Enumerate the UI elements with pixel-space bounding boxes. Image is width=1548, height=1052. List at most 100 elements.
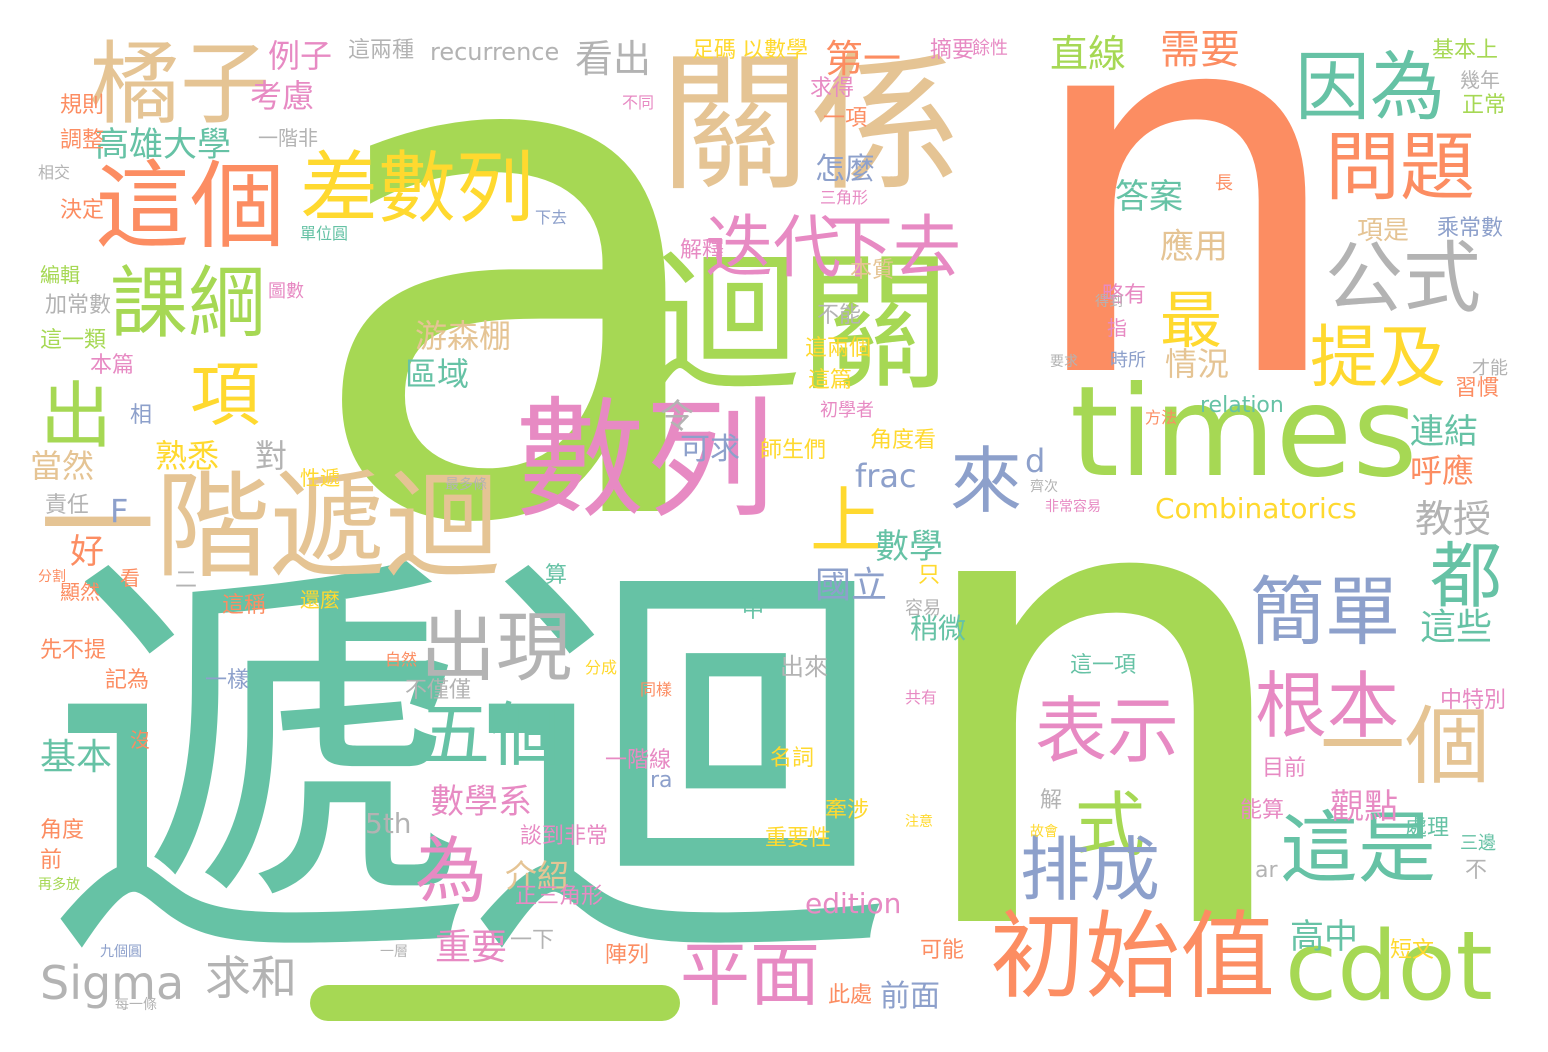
cloud-word: 中 [742,598,765,623]
cloud-word: 分割 [38,569,66,585]
cloud-word: 自然 [385,650,418,669]
cloud-word: 先不提 [40,638,107,663]
cloud-word: 注意 [905,814,933,830]
cloud-word: 熟悉 [155,437,220,475]
cloud-word: recurrence [430,38,560,66]
cloud-word: 正三角形 [515,884,604,909]
cloud-word: 短文 [1390,938,1435,963]
cloud-word: 調整 [60,128,105,153]
cloud-word: 得到 [1095,294,1123,310]
cloud-word: 排成 [1020,829,1160,911]
cloud-word: 出現 [420,603,572,692]
cloud-word: 式 [1075,784,1145,866]
cloud-word: 例子 [268,37,333,75]
cloud-word: 決定 [60,198,105,223]
cloud-word: 角度看 [870,428,937,453]
cloud-word: 正常 [1462,93,1507,118]
cloud-word: 顯然 [60,580,100,604]
cloud-word: 還麼 [300,588,340,612]
cloud-word: 同樣 [640,680,673,699]
cloud-word: 初始值 [990,902,1276,1012]
cloud-word: 當然 [30,447,95,485]
cloud-word: 可求 [680,432,740,467]
cloud-word: 要求 [1050,354,1078,370]
cloud-word: 二 [175,568,198,593]
cloud-word: 項 [190,354,260,436]
cloud-word: 教授 [1415,497,1492,541]
cloud-word: 指 [1107,316,1127,340]
cloud-word: 略有 [1102,283,1147,308]
cloud-word: 時所 [1110,350,1146,371]
cloud-word: edition [805,887,902,920]
cloud-word: 故會 [1030,824,1058,840]
cloud-word: 圖數 [268,281,304,302]
cloud-word: 對 [255,437,288,475]
cloud-word: 不僅僅 [405,678,472,703]
cloud-word: 九個圓 [100,944,142,960]
cloud-word: 公式 [1325,234,1482,324]
cloud-word: 摘要 [930,38,975,63]
cloud-word: 非常容易 [1045,499,1101,515]
cloud-word: 重要性 [765,826,832,851]
cloud-word: 共有 [905,688,938,707]
cloud-word: 一下 [510,928,555,953]
cloud-word: 前面 [880,979,940,1014]
cloud-word: 習慣 [1455,376,1500,401]
cloud-word: Combinatorics [1155,492,1357,525]
cloud-word: 最多條 [445,477,487,493]
cloud-word: 下去 [535,208,568,227]
cloud-word: 應用 [1160,227,1228,267]
cloud-word: 算 [545,563,568,588]
cloud-word: 區域 [405,355,470,393]
cloud-word: Sigma [40,956,185,1010]
cloud-word: d [1025,442,1046,480]
cloud-word: 為 [415,829,488,913]
cloud-word: 這一項 [1070,653,1137,678]
cloud-word: 加常數 [45,293,112,318]
cloud-word: 好 [70,532,104,572]
cloud-word: ra [650,768,673,793]
cloud-word: 迴關 [650,238,951,412]
cloud-word: 角度 [40,818,85,843]
cloud-word: 上 [810,479,883,563]
cloud-word: 關係 [660,38,961,212]
cloud-word: 簡單 [1250,568,1401,656]
cloud-word: 本質 [850,258,895,283]
cloud-word: 求得 [810,76,855,101]
cloud-word: 陣列 [605,943,650,968]
cloud-word: 這些 [1420,607,1493,648]
cloud-word: 數學系 [430,782,532,822]
cloud-word: 牽涉 [825,798,870,823]
cloud-word: 相交 [38,163,71,182]
cloud-word: 一樣 [205,668,250,693]
cloud-word: 最 [1160,284,1223,357]
cloud-word: 一階遞迴 [40,460,501,594]
cloud-word: 乘常數 [1437,216,1504,241]
cloud-word: 單位圓 [300,224,349,243]
cloud-word: 才能 [1472,358,1508,379]
cloud-word: 出 [40,374,113,458]
cloud-word: 根本 [1255,664,1400,748]
cloud-word: 本篇 [90,353,135,378]
cloud-word: 足碼 [692,38,737,63]
cloud-word: F [110,492,129,530]
cloud-word: n [900,327,1306,1052]
cloud-word: 第一 [825,37,902,81]
cloud-word: 分成 [585,658,618,677]
cloud-word: 課綱 [110,259,267,349]
cloud-word: 性遞 [300,466,340,490]
cloud-word: 餘性 [972,38,1008,59]
cloud-word: 這個 [95,152,286,262]
cloud-word: 游森棚 [415,317,512,355]
cloud-word: 一個 [1320,698,1491,797]
cloud-word: 三邊 [1460,833,1496,854]
cloud-word: 橘子 [90,32,270,137]
cloud-word: 初學者 [820,400,874,421]
cloud-word: a [300,0,729,677]
cloud-word: 中特別 [1440,688,1507,713]
cloud-word: 國立 [815,565,888,606]
cloud-word: 呼應 [1410,452,1475,490]
cloud-word: 名詞 [770,746,815,771]
cloud-word: 容易 [905,598,941,619]
